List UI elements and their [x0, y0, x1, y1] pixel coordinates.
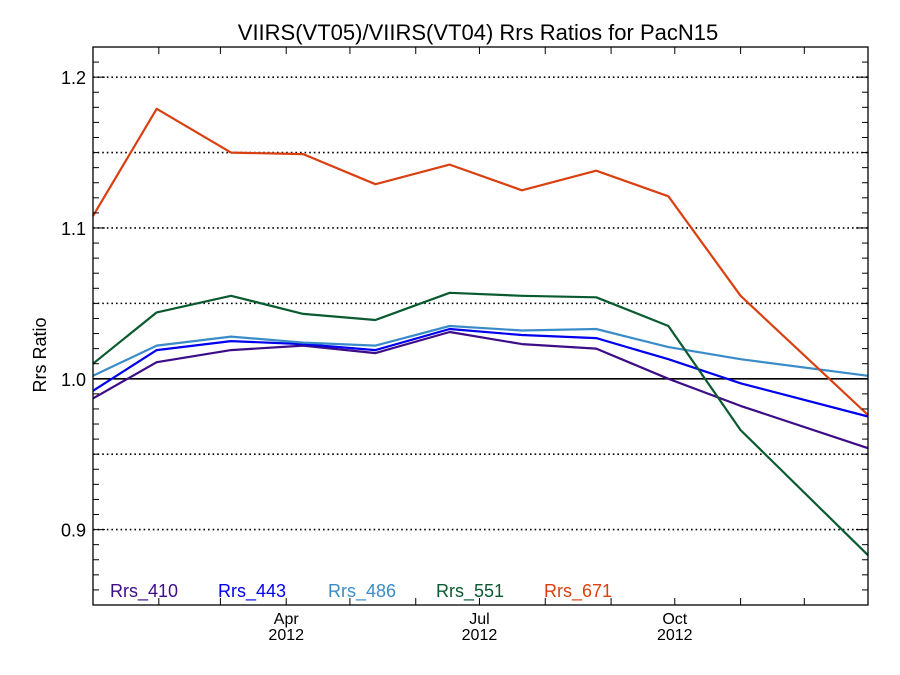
- series-line-rrs_443: [92, 327, 869, 418]
- chart-title: VIIRS(VT05)/VIIRS(VT04) Rrs Ratios for P…: [238, 20, 718, 45]
- x-tick-label-month: Jul: [469, 611, 489, 628]
- legend-entry-rrs_671: Rrs_671: [544, 581, 612, 602]
- legend-entry-rrs_410: Rrs_410: [110, 581, 178, 602]
- y-tick-label: 1.1: [61, 219, 86, 239]
- plot-frame: [92, 46, 869, 606]
- y-tick-label: 1.0: [61, 370, 86, 390]
- series-line-rrs_486: [92, 324, 869, 377]
- y-tick-label: 1.2: [61, 68, 86, 88]
- series-layer: [92, 107, 869, 556]
- legend-entry-rrs_443: Rrs_443: [218, 581, 286, 602]
- legend-entry-rrs_486: Rrs_486: [328, 581, 396, 602]
- x-tick-label-month: Apr: [274, 611, 300, 628]
- series-line-rrs_551: [92, 291, 869, 556]
- grid-layer: [93, 76, 868, 531]
- x-tick-label-month: Oct: [662, 611, 687, 628]
- y-axis-label: Rrs Ratio: [30, 317, 50, 392]
- legend-entry-rrs_551: Rrs_551: [436, 581, 504, 602]
- legend: Rrs_410 Rrs_443 Rrs_486 Rrs_551 Rrs_671: [110, 581, 612, 602]
- x-tick-label-year: 2012: [462, 627, 498, 644]
- x-tick-label-year: 2012: [268, 627, 304, 644]
- series-line-rrs_410: [92, 330, 869, 450]
- y-tick-label: 0.9: [61, 521, 86, 541]
- series-line-rrs_671: [92, 107, 869, 416]
- x-tick-label-year: 2012: [657, 627, 693, 644]
